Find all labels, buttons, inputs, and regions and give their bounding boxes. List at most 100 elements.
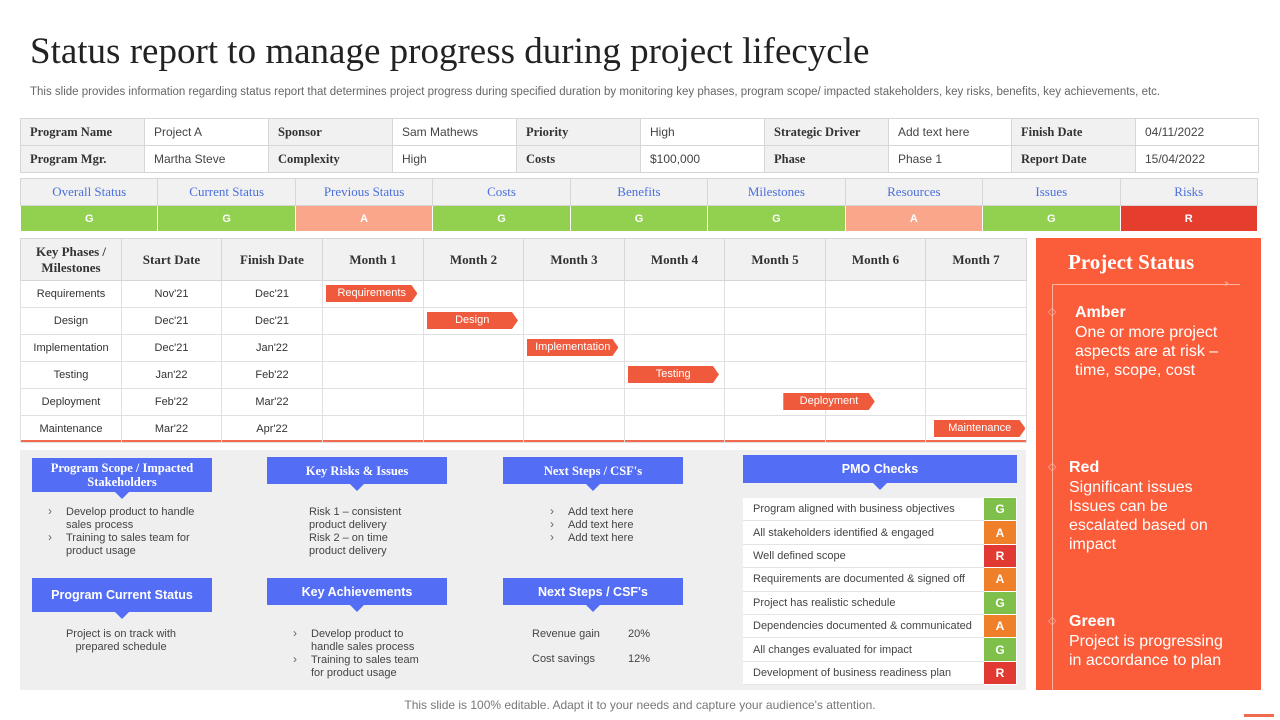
project-status-panel: Project Status ›› ◇ Amber One or more proj… [1036, 238, 1261, 690]
gantt-cell [523, 388, 625, 416]
metric-value: 12% [628, 653, 651, 665]
gantt-cell [624, 415, 725, 443]
phase-finish: Mar'22 [221, 388, 323, 416]
gantt-cell [322, 415, 424, 443]
pmo-status-badge: R [983, 543, 1017, 569]
pmo-row: Requirements are documented & signed off… [743, 567, 1017, 592]
gantt-bar: Deployment [783, 393, 874, 410]
gantt-cell [423, 361, 524, 389]
gantt-cell [825, 361, 926, 389]
key-risks-header: Key Risks & Issues [267, 457, 447, 491]
gantt-row: Deployment Feb'22 Mar'22 [20, 388, 1027, 416]
pmo-row: All changes evaluated for impact G [743, 637, 1017, 662]
gantt-cell [925, 334, 1027, 362]
info-value: High [640, 118, 765, 146]
status-level-name: Amber [1075, 304, 1126, 321]
status-indicator: R [1119, 205, 1258, 232]
gantt-cell [925, 361, 1027, 389]
info-value: Add text here [888, 118, 1012, 146]
key-risks-list: Risk 1 – consistent product delivery Risk… [309, 506, 419, 558]
gantt-header: Month 6 [825, 238, 926, 281]
status-level-description: Project is progressing in accordance to … [1069, 633, 1223, 669]
info-value: High [392, 145, 517, 173]
program-scope-list: Develop product to handle sales processT… [46, 505, 216, 558]
pmo-check-text: Development of business readiness plan [743, 661, 984, 686]
info-value: Project A [144, 118, 269, 146]
program-current-status-header: Program Current Status [32, 578, 212, 619]
list-item: Add text here [548, 518, 668, 532]
gantt-cell [523, 307, 625, 335]
phase-start: Nov'21 [121, 280, 222, 308]
gantt-cell [624, 280, 725, 308]
gantt-cell [423, 415, 524, 443]
gantt-chart: Key Phases / Milestones Start Date Finish … [20, 238, 1027, 443]
gantt-cell [523, 415, 625, 443]
status-header: Resources [844, 178, 984, 206]
gantt-cell [925, 388, 1027, 416]
status-overview-table: Overall Status Current Status Previous Sta… [19, 178, 1258, 232]
gantt-cell [724, 361, 826, 389]
gantt-cell [825, 280, 926, 308]
status-header: Issues [982, 178, 1121, 206]
pmo-check-text: Project has realistic schedule [743, 591, 984, 615]
gantt-header: Month 5 [724, 238, 826, 281]
status-header: Risks [1119, 178, 1258, 206]
gantt-cell [322, 307, 424, 335]
phase-finish: Jan'22 [221, 334, 323, 362]
info-row: Program Name Project A Sponsor Sam Mathews P… [20, 118, 1259, 146]
pmo-status-badge: G [983, 496, 1017, 522]
info-value: Sam Mathews [392, 118, 517, 146]
page-title: Status report to manage progress during … [30, 31, 870, 72]
status-header: Benefits [569, 178, 709, 206]
gantt-cell [523, 361, 625, 389]
pmo-checks-header: PMO Checks [743, 455, 1017, 490]
list-item: Develop product to handle sales process [46, 505, 216, 532]
gantt-cell [825, 307, 926, 335]
gantt-cell [423, 280, 524, 308]
pmo-row: Program aligned with business objectives… [743, 496, 1017, 522]
phase-start: Feb'22 [121, 388, 222, 416]
phase-start: Jan'22 [121, 361, 222, 389]
gantt-cell [423, 388, 524, 416]
pmo-check-text: Dependencies documented & communicated [743, 614, 984, 639]
gantt-cell [322, 334, 424, 362]
phase-start: Mar'22 [121, 415, 222, 443]
phase-name: Testing [20, 361, 122, 389]
gantt-row: Testing Jan'22 Feb'22 [20, 361, 1027, 389]
pmo-row: Well defined scope R [743, 543, 1017, 569]
status-indicator: G [982, 205, 1121, 232]
gantt-bar: Maintenance [934, 420, 1025, 437]
gantt-cell [724, 415, 826, 443]
info-label: Priority [516, 118, 641, 146]
info-label: Program Mgr. [20, 145, 145, 173]
project-status-timeline [1052, 284, 1053, 690]
gantt-row: Design Dec'21 Dec'21 [20, 307, 1027, 335]
gantt-header: Month 4 [624, 238, 725, 281]
list-item: Develop product to handle sales process [291, 627, 431, 654]
gantt-cell [724, 334, 826, 362]
gantt-row: Maintenance Mar'22 Apr'22 [20, 415, 1027, 443]
next-steps-metrics: Revenue gain 20% Cost savings 12% [532, 628, 682, 678]
phase-start: Dec'21 [121, 334, 222, 362]
status-header: Overall Status [19, 178, 159, 206]
pmo-row: Development of business readiness plan R [743, 660, 1017, 686]
gantt-cell [724, 307, 826, 335]
status-header: Current Status [157, 178, 296, 206]
pmo-status-badge: A [983, 613, 1017, 639]
program-scope-header: Program Scope / Impacted Stakeholders [32, 458, 212, 499]
status-level-description: One or more project aspects are at risk … [1075, 324, 1219, 379]
info-value: Martha Steve [144, 145, 269, 173]
timeline-marker-icon: ◇ [1048, 615, 1057, 627]
double-chevron-icon: ›› [1224, 278, 1228, 289]
page-subtitle: This slide provides information regardin… [30, 86, 1161, 98]
info-label: Costs [516, 145, 641, 173]
status-indicator: G [707, 205, 846, 232]
phase-name: Design [20, 307, 122, 335]
gantt-bar: Design [427, 312, 518, 329]
gantt-header: Key Phases / Milestones [20, 238, 122, 281]
pmo-status-badge: A [983, 520, 1017, 545]
next-steps-header-1: Next Steps / CSF's [503, 457, 683, 491]
metric-row: Cost savings 12% [532, 653, 682, 678]
metric-label: Revenue gain [532, 628, 600, 640]
pmo-check-text: Well defined scope [743, 544, 984, 569]
